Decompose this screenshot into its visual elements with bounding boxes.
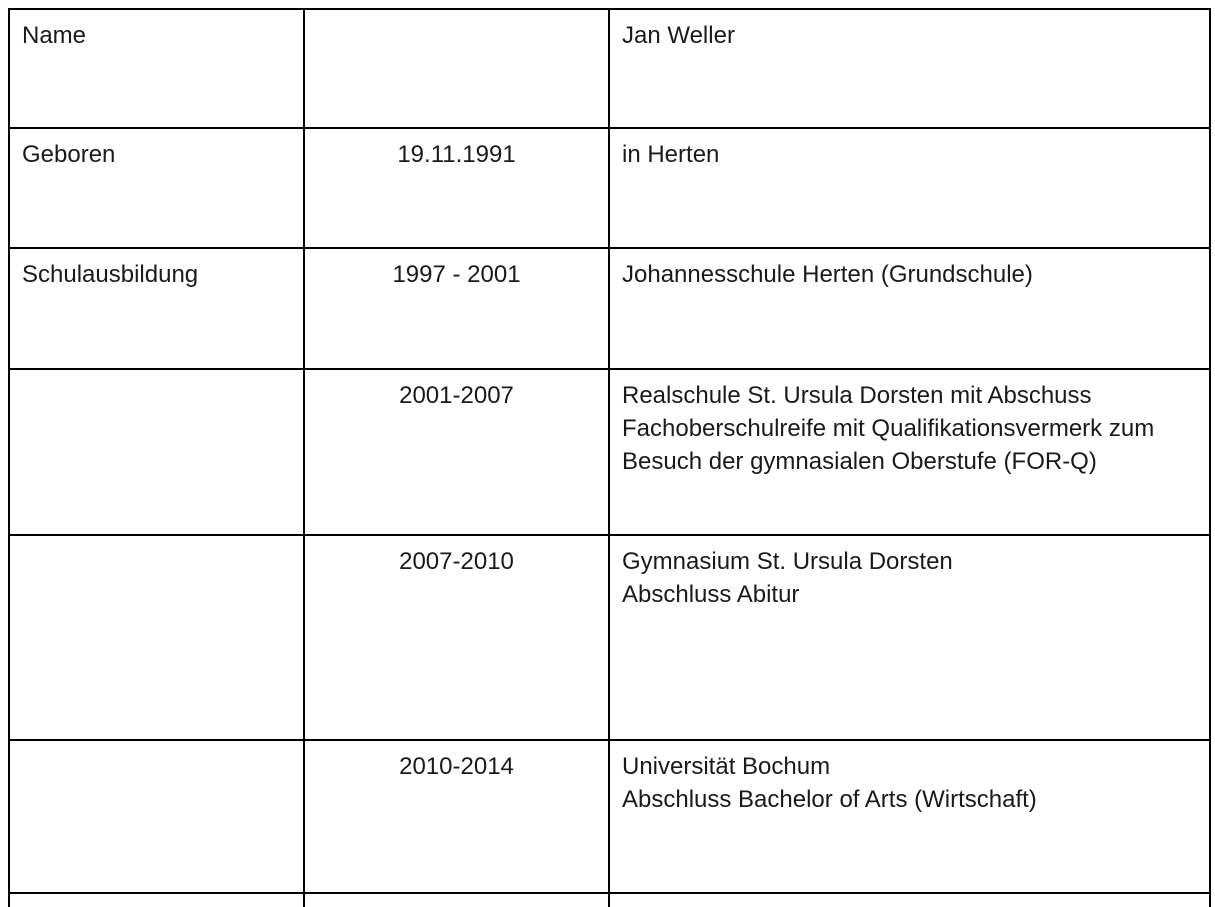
table-row: 2010-2014 Universität Bochum Abschluss B…: [8, 739, 1211, 894]
table-row: Schulausbildung 1997 - 2001 Johannesschu…: [8, 247, 1211, 370]
cell-label: [8, 368, 305, 536]
cell-label: Beruflicher Werdegang: [8, 892, 305, 907]
table-row: 2007-2010 Gymnasium St. Ursula Dorsten A…: [8, 534, 1211, 741]
cell-date: 2001-2007: [303, 368, 610, 536]
cell-date: 19.11.1991: [303, 127, 610, 249]
cell-label: Schulausbildung: [8, 247, 305, 370]
table-row: Geboren 19.11.1991 in Herten: [8, 127, 1211, 249]
cell-description: Gymnasium St. Ursula Dorsten Abschluss A…: [608, 534, 1211, 741]
cell-label: Name: [8, 8, 305, 129]
cell-description: Johannesschule Herten (Grundschule): [608, 247, 1211, 370]
cell-date: seit 2014: [303, 892, 610, 907]
cell-date: 2007-2010: [303, 534, 610, 741]
cell-date: [303, 8, 610, 129]
table-row: Beruflicher Werdegang seit 2014 Zweijahr…: [8, 892, 1211, 907]
cell-description: Universität Bochum Abschluss Bachelor of…: [608, 739, 1211, 894]
cell-description: Zweijahresvertrag bei Thyssen Krupp Duis…: [608, 892, 1211, 907]
cell-description: Jan Weller: [608, 8, 1211, 129]
cell-date: 2010-2014: [303, 739, 610, 894]
cell-label: Geboren: [8, 127, 305, 249]
cell-date: 1997 - 2001: [303, 247, 610, 370]
cv-table: Name Jan Weller Geboren 19.11.1991 in He…: [8, 8, 1211, 907]
cell-description: Realschule St. Ursula Dorsten mit Abschu…: [608, 368, 1211, 536]
cell-label: [8, 534, 305, 741]
table-row: Name Jan Weller: [8, 8, 1211, 129]
cell-description: in Herten: [608, 127, 1211, 249]
table-row: 2001-2007 Realschule St. Ursula Dorsten …: [8, 368, 1211, 536]
cell-label: [8, 739, 305, 894]
